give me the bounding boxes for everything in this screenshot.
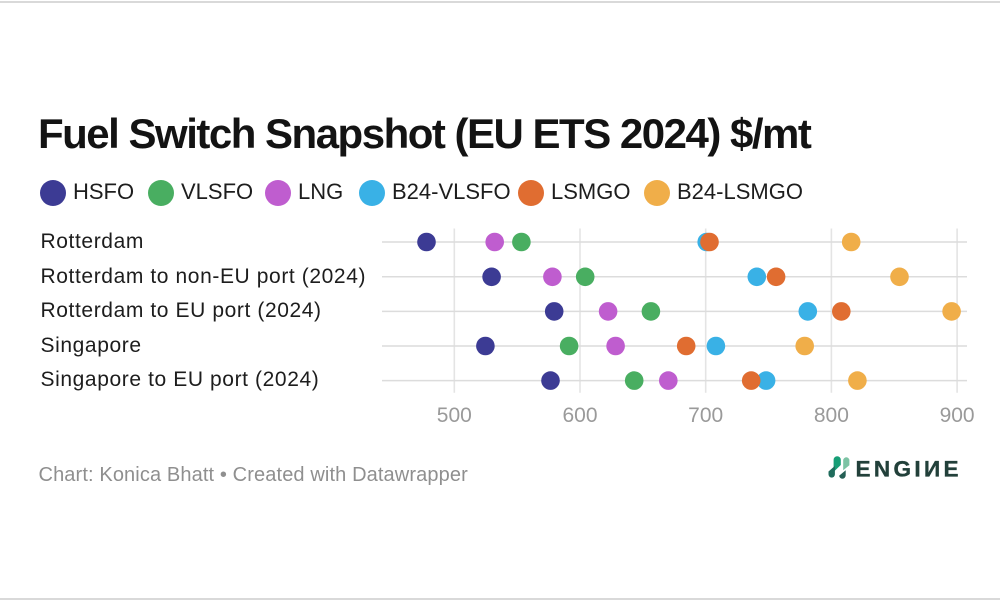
svg-text:ENGIИE: ENGIИE (856, 456, 959, 481)
